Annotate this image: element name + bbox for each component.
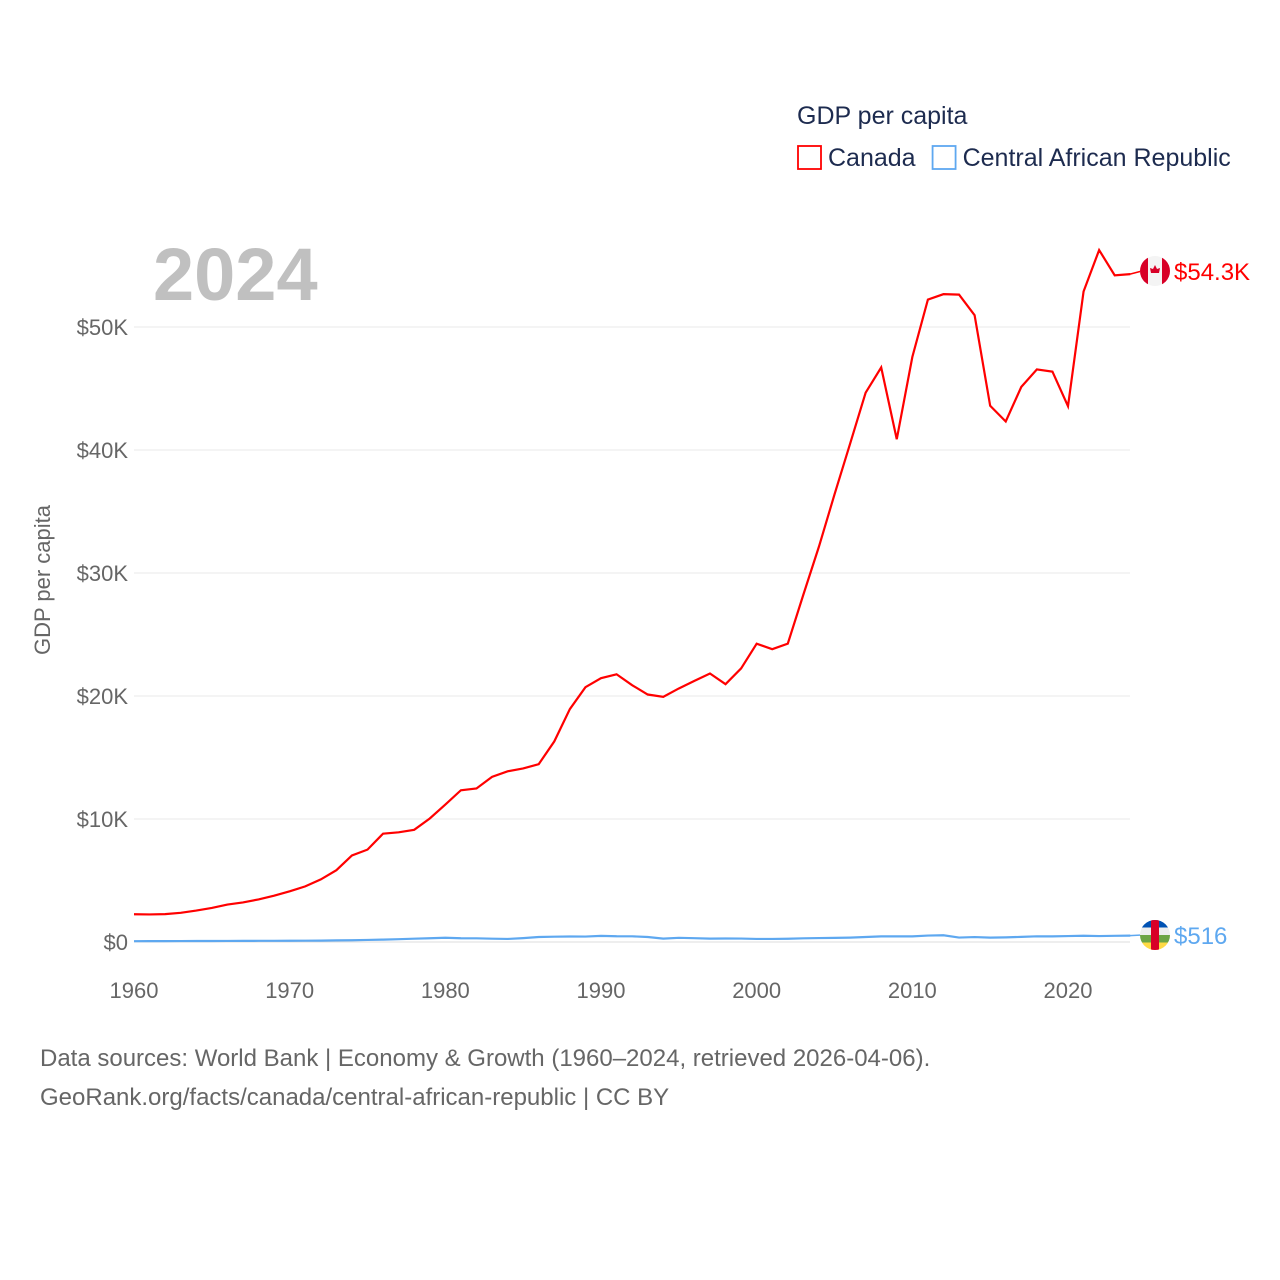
y-tick-label: $30K bbox=[77, 561, 129, 586]
x-tick-label: 2020 bbox=[1044, 978, 1093, 1003]
legend-label: Central African Republic bbox=[963, 144, 1231, 172]
legend-item-central-african-republic[interactable]: Central African Republic bbox=[931, 144, 1231, 172]
y-tick-label: $0 bbox=[104, 930, 128, 955]
legend-item-canada[interactable]: Canada bbox=[797, 144, 916, 172]
legend-swatch bbox=[797, 145, 822, 170]
year-label: 2024 bbox=[153, 233, 318, 316]
footer-credit: GeoRank.org/facts/canada/central-african… bbox=[40, 1084, 670, 1111]
y-tick-label: $50K bbox=[77, 315, 129, 340]
canada-flag-icon bbox=[1140, 256, 1170, 286]
central-african-republic-flag-icon bbox=[1140, 920, 1170, 950]
end-connector bbox=[1129, 270, 1143, 275]
legend-swatch bbox=[931, 145, 957, 170]
x-tick-label: 1990 bbox=[577, 978, 626, 1003]
legend-title: GDP per capita bbox=[797, 102, 968, 130]
x-tick-label: 1960 bbox=[110, 978, 159, 1003]
end-connector bbox=[1129, 934, 1143, 937]
footer-sources: Data sources: World Bank | Economy & Gro… bbox=[40, 1045, 931, 1072]
y-tick-label: $10K bbox=[77, 807, 129, 832]
y-tick-label: $20K bbox=[77, 684, 129, 709]
end-value-label: $516 bbox=[1174, 923, 1227, 950]
y-tick-label: $40K bbox=[77, 438, 129, 463]
x-tick-label: 1980 bbox=[421, 978, 470, 1003]
x-tick-label: 2000 bbox=[732, 978, 781, 1003]
x-tick-label: 1970 bbox=[265, 978, 314, 1003]
legend-label: Canada bbox=[828, 144, 916, 172]
series-line-canada bbox=[133, 247, 1131, 916]
x-tick-label: 2010 bbox=[888, 978, 937, 1003]
series-line-central-african-republic bbox=[133, 934, 1131, 943]
y-axis-label: GDP per capita bbox=[30, 504, 55, 655]
end-value-label: $54.3K bbox=[1174, 259, 1250, 286]
